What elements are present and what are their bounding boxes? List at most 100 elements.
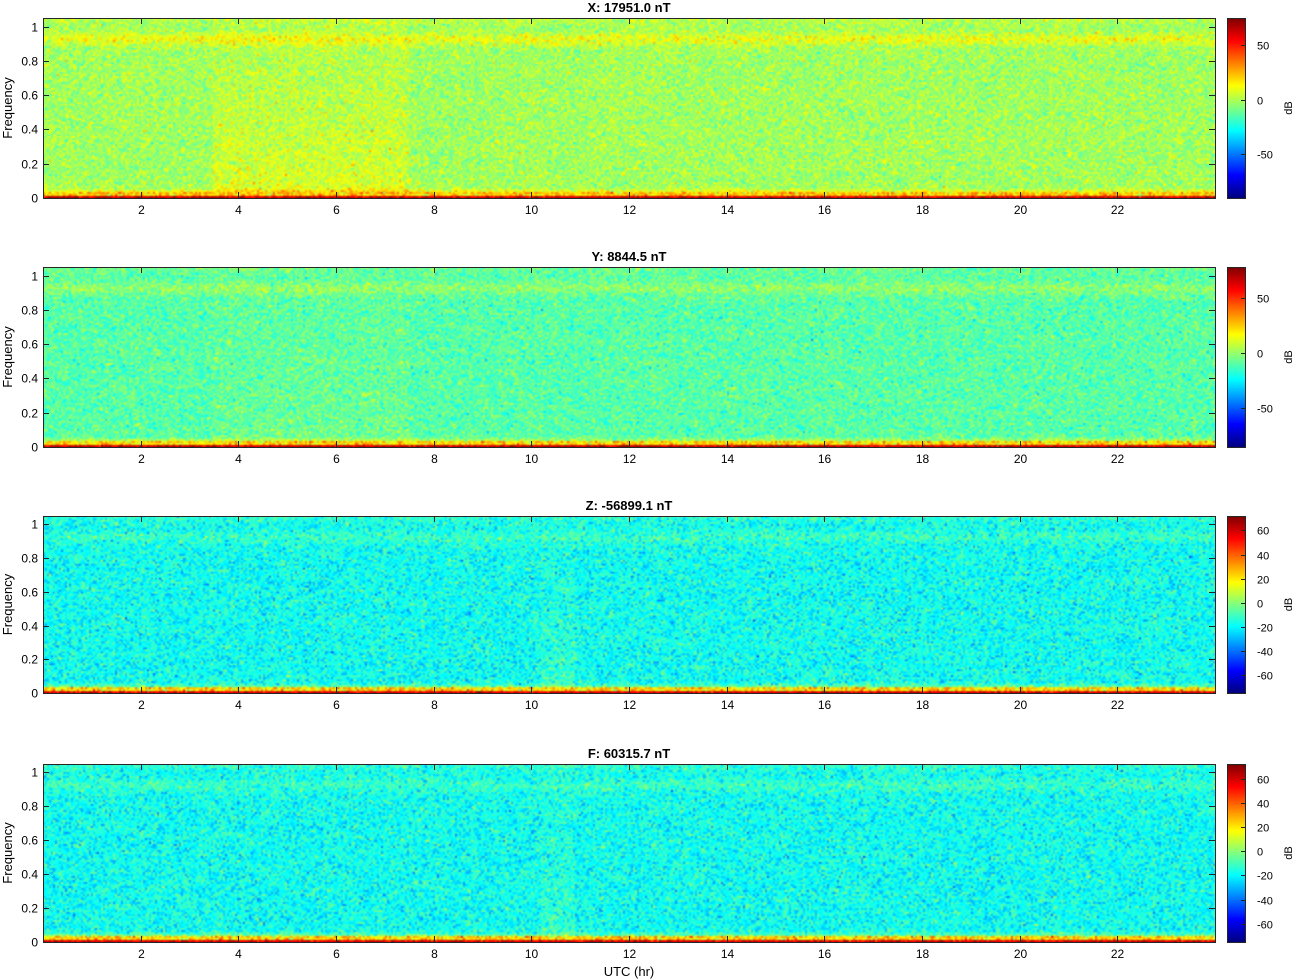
x-tick-label: 14 [721, 203, 735, 217]
colorbar-tick-label: 60 [1257, 526, 1269, 538]
colorbar-tick-label: -20 [1257, 871, 1273, 883]
colorbar-tick-label: 20 [1257, 575, 1269, 587]
y-tick-label: 0.2 [21, 158, 38, 172]
x-tick-label: 16 [818, 698, 832, 712]
y-tick-label: 1 [31, 518, 38, 532]
colorbar-tick-label: 50 [1257, 41, 1269, 53]
spectrogram-panel: 2 4 6 8 10 12 14 16 18 20 22 0 0.2 0.4 0.6 0.8 1 F: 60315… [0, 746, 1295, 979]
y-axis-label: Frequency [0, 822, 15, 884]
panel-title: Y: 8844.5 nT [592, 249, 667, 264]
colorbar-tick-label: -40 [1257, 896, 1273, 908]
y-tick-label: 0.8 [21, 55, 38, 69]
y-axis-label: Frequency [0, 77, 15, 139]
spectrogram-image [43, 764, 1215, 942]
x-tick-label: 20 [1014, 947, 1028, 961]
x-tick-label: 18 [916, 698, 930, 712]
y-tick-label: 0.4 [21, 868, 38, 882]
spectrogram-panel: 2 4 6 8 10 12 14 16 18 20 22 0 0.2 0.4 0.6 0.8 1 X: 17951… [0, 0, 1295, 217]
y-tick-label: 0.2 [21, 653, 38, 667]
x-tick-label: 14 [721, 947, 735, 961]
y-tick-label: 0.4 [21, 372, 38, 386]
colorbar [1227, 764, 1245, 942]
y-tick-label: 0.4 [21, 123, 38, 137]
x-tick-label: 4 [235, 452, 242, 466]
colorbar [1227, 516, 1245, 693]
y-tick-label: 0.6 [21, 338, 38, 352]
y-tick-label: 0.2 [21, 407, 38, 421]
y-tick-label: 0.2 [21, 902, 38, 916]
x-tick-label: 2 [138, 203, 145, 217]
y-tick-label: 0.8 [21, 304, 38, 318]
x-tick-label: 16 [818, 203, 832, 217]
x-tick-label: 8 [431, 947, 438, 961]
colorbar-tick-label: 50 [1257, 294, 1269, 306]
x-tick-label: 6 [333, 947, 340, 961]
colorbar-label: dB [1283, 101, 1295, 114]
y-axis-label: Frequency [0, 573, 15, 635]
y-tick-label: 1 [31, 766, 38, 780]
spectrogram-image [43, 516, 1215, 693]
panel-title: X: 17951.0 nT [587, 0, 670, 15]
x-tick-label: 10 [525, 452, 539, 466]
x-tick-label: 18 [916, 203, 930, 217]
colorbar-box [1227, 516, 1246, 694]
colorbar-tick-label: 0 [1257, 349, 1263, 361]
colorbar-tick-label: 20 [1257, 823, 1269, 835]
x-tick-label: 12 [623, 698, 637, 712]
x-tick-label: 8 [431, 452, 438, 466]
y-tick-label: 0.6 [21, 834, 38, 848]
x-tick-label: 16 [818, 947, 832, 961]
x-tick-label: 18 [916, 452, 930, 466]
x-tick-label: 8 [431, 203, 438, 217]
spectrogram-image [43, 18, 1215, 198]
y-tick-label: 0 [31, 192, 38, 206]
x-tick-label: 22 [1111, 698, 1125, 712]
y-axis-label: Frequency [0, 326, 15, 388]
x-tick-label: 10 [525, 947, 539, 961]
colorbar-tick-label: -60 [1257, 920, 1273, 932]
colorbar-box [1227, 267, 1246, 448]
panel-title: F: 60315.7 nT [588, 746, 670, 761]
colorbar-tick-label: 60 [1257, 775, 1269, 787]
colorbar-tick-label: 0 [1257, 96, 1263, 108]
colorbar-label: dB [1283, 846, 1295, 859]
x-tick-label: 8 [431, 698, 438, 712]
x-tick-label: 20 [1014, 203, 1028, 217]
x-tick-label: 4 [235, 698, 242, 712]
x-tick-label: 14 [721, 452, 735, 466]
x-tick-label: 2 [138, 698, 145, 712]
y-tick-label: 0 [31, 936, 38, 950]
x-tick-label: 4 [235, 947, 242, 961]
y-tick-label: 0.4 [21, 620, 38, 634]
y-tick-label: 0.8 [21, 552, 38, 566]
x-tick-label: 18 [916, 947, 930, 961]
colorbar-tick-label: 0 [1257, 847, 1263, 859]
x-tick-label: 4 [235, 203, 242, 217]
x-tick-label: 14 [721, 698, 735, 712]
x-tick-label: 16 [818, 452, 832, 466]
colorbar [1227, 267, 1245, 447]
x-tick-label: 6 [333, 203, 340, 217]
x-tick-label: 22 [1111, 947, 1125, 961]
spectrogram-image [43, 267, 1215, 447]
colorbar-label: dB [1283, 350, 1295, 363]
y-tick-label: 0.8 [21, 800, 38, 814]
x-tick-label: 12 [623, 947, 637, 961]
colorbar-box [1227, 18, 1246, 199]
x-tick-label: 20 [1014, 452, 1028, 466]
x-axis-label: UTC (hr) [604, 964, 655, 979]
colorbar-tick-label: -50 [1257, 150, 1273, 162]
x-tick-label: 6 [333, 698, 340, 712]
y-tick-label: 0 [31, 687, 38, 701]
colorbar-tick-label: -50 [1257, 404, 1273, 416]
colorbar [1227, 18, 1245, 198]
x-tick-label: 2 [138, 947, 145, 961]
y-tick-label: 1 [31, 21, 38, 35]
colorbar-tick-label: 40 [1257, 551, 1269, 563]
x-tick-label: 10 [525, 203, 539, 217]
x-tick-label: 22 [1111, 452, 1125, 466]
x-tick-label: 12 [623, 203, 637, 217]
x-tick-label: 12 [623, 452, 637, 466]
colorbar-tick-label: 40 [1257, 799, 1269, 811]
